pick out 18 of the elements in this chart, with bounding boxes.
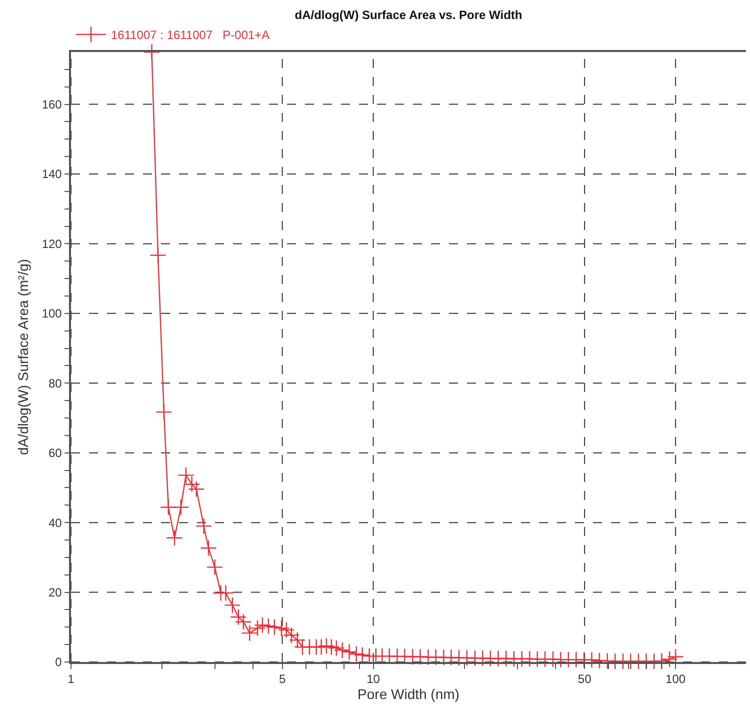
chart-title: dA/dlog(W) Surface Area vs. Pore Width xyxy=(294,8,522,22)
y-axis-title: dA/dlog(W) Surface Area (m²/g) xyxy=(14,258,31,456)
x-tick-label: 1 xyxy=(68,672,75,686)
y-tick-label: 120 xyxy=(42,236,62,251)
y-tick-label: 20 xyxy=(48,585,62,600)
y-tick-label: 0 xyxy=(55,655,62,670)
y-tick-label: 160 xyxy=(42,97,62,112)
x-tick-label: 5 xyxy=(278,672,286,686)
x-tick-label: 10 xyxy=(366,672,380,686)
y-tick-label: 80 xyxy=(48,376,62,390)
x-tick-label: 50 xyxy=(578,672,592,686)
x-axis-title: Pore Width (nm) xyxy=(358,686,460,702)
y-tick-label: 140 xyxy=(42,167,62,182)
x-tick-label: 100 xyxy=(666,672,686,686)
y-tick-label: 40 xyxy=(48,516,62,530)
legend-label: 1611007 : 1611007 P-001+A xyxy=(111,28,270,42)
y-tick-label: 60 xyxy=(48,446,62,460)
y-tick-label: 100 xyxy=(42,306,62,321)
